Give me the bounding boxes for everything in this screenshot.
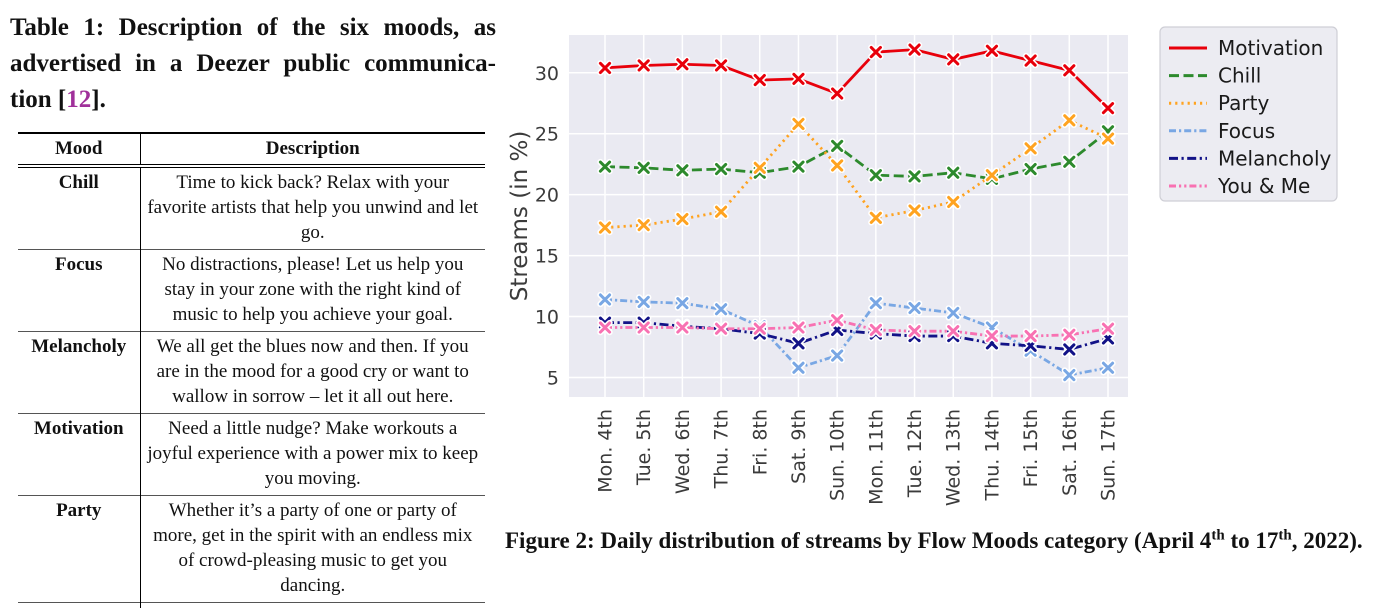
svg-text:Fri. 8th: Fri. 8th — [749, 409, 771, 475]
legend-item-melancholy: Melancholy — [1169, 146, 1332, 170]
table1-title-line3-post: ]. — [91, 86, 106, 113]
plot-area — [569, 35, 1128, 397]
caption-sup: th — [1211, 527, 1225, 544]
svg-text:30: 30 — [535, 63, 559, 85]
legend-item-motivation: Motivation — [1169, 36, 1323, 60]
moods-table: Mood Description Chill Time to kick back… — [18, 132, 485, 608]
svg-text:10: 10 — [535, 307, 559, 329]
svg-text:Thu. 14th: Thu. 14th — [981, 409, 1003, 501]
table-row: Focus No distractions, please! Let us he… — [18, 249, 485, 332]
mood-name: Party — [18, 495, 141, 603]
mood-description: Whether it’s a party of one or party of … — [140, 495, 485, 603]
mood-name: Chill — [18, 166, 141, 250]
series-focus — [597, 291, 1116, 383]
mood-description: Need a little nudge? Make workouts a joy… — [140, 413, 485, 496]
legend-item-you-me: You & Me — [1169, 174, 1310, 198]
svg-text:Melancholy: Melancholy — [1218, 146, 1332, 170]
legend-item-party: Party — [1169, 91, 1269, 115]
legend: Motivation Chill Party Focus Melancholy You &… — [1159, 26, 1338, 202]
mood-name: Melancholy — [18, 331, 141, 414]
svg-text:Wed. 6th: Wed. 6th — [672, 409, 694, 494]
mood-description: No distractions, please! Let us help you… — [140, 249, 485, 332]
y-axis-tick-labels: 5 10 15 20 25 30 — [535, 63, 559, 390]
moods-table-header-row: Mood Description — [18, 133, 485, 168]
x-axis-tick-labels: Mon. 4th Tue. 5th Wed. 6th Thu. 7th Fri. 8th… — [595, 409, 1120, 506]
table1-section: Table 1: Description of the six moods, a… — [10, 10, 496, 608]
table-row: Chill Time to kick back? Relax with your… — [18, 166, 485, 250]
svg-text:Tue. 12th: Tue. 12th — [904, 409, 926, 498]
mood-description: Time to kick back? Relax with your favor… — [147, 172, 479, 243]
table1-title-line1: Table 1: Description of the six moods, a… — [10, 14, 496, 41]
svg-text:Motivation: Motivation — [1218, 36, 1323, 60]
figure2-caption: Figure 2: Daily distribution of streams … — [505, 525, 1377, 556]
series-motivation — [597, 41, 1116, 116]
table-row: Melancholy We all get the blues now and … — [18, 331, 485, 414]
svg-text:You & Me: You & Me — [1217, 174, 1310, 198]
svg-text:Mon. 11th: Mon. 11th — [865, 409, 887, 505]
series-party — [597, 112, 1116, 236]
caption-text: , 2022). — [1291, 528, 1363, 553]
caption-sup: th — [1278, 527, 1292, 544]
svg-text:Party: Party — [1218, 91, 1269, 115]
citation-12-link[interactable]: 12 — [66, 86, 92, 113]
table-row: You & Me Feeling a little frisky? Let us… — [18, 602, 485, 608]
svg-text:15: 15 — [535, 246, 559, 268]
svg-text:20: 20 — [535, 185, 559, 207]
legend-item-focus: Focus — [1169, 119, 1275, 143]
svg-text:25: 25 — [535, 124, 559, 146]
mood-name: You & Me — [18, 602, 141, 608]
y-axis-label: Streams (in %) — [507, 131, 533, 302]
table1-title-line3: tion [12]. — [10, 82, 496, 118]
mood-description: We all get the blues now and then. If yo… — [140, 331, 485, 414]
table-row: Party Whether it’s a party of one or par… — [18, 495, 485, 603]
svg-text:Focus: Focus — [1218, 119, 1275, 143]
column-header-description: Description — [140, 133, 485, 168]
svg-text:Wed. 13th: Wed. 13th — [943, 409, 965, 506]
svg-text:Thu. 7th: Thu. 7th — [711, 409, 733, 489]
svg-text:Chill: Chill — [1218, 64, 1261, 88]
svg-text:Sat. 9th: Sat. 9th — [788, 409, 810, 484]
table1-title-line3-pre: tion [ — [10, 86, 67, 113]
legend-item-chill: Chill — [1169, 64, 1261, 88]
caption-text: Figure 2: Daily distribution of streams … — [505, 528, 1212, 553]
svg-text:Tue. 5th: Tue. 5th — [633, 409, 655, 486]
svg-text:Mon. 4th: Mon. 4th — [595, 409, 617, 493]
column-header-mood: Mood — [18, 133, 141, 168]
svg-text:Sun. 17th: Sun. 17th — [1098, 409, 1120, 501]
table-row: Motivation Need a little nudge? Make wor… — [18, 413, 485, 496]
svg-text:5: 5 — [547, 367, 559, 389]
table1-title: Table 1: Description of the six moods, a… — [10, 10, 496, 118]
caption-text: to 17 — [1224, 528, 1279, 553]
series-you-me — [597, 312, 1116, 344]
figure2-section: 5 10 15 20 25 30 Streams (in %) Mon. 4th Tue. 5t… — [505, 10, 1389, 556]
svg-text:Fri. 15th: Fri. 15th — [1020, 409, 1042, 487]
table1-title-line2: advertised in a Deezer public communica- — [10, 50, 496, 77]
svg-text:Sat. 16th: Sat. 16th — [1059, 409, 1081, 496]
mood-description: Feeling a little frisky? Let us set the … — [140, 602, 485, 608]
mood-name: Focus — [18, 249, 141, 332]
figure2-chart: 5 10 15 20 25 30 Streams (in %) Mon. 4th Tue. 5t… — [507, 26, 1338, 506]
svg-text:Sun. 10th: Sun. 10th — [827, 409, 849, 501]
mood-name: Motivation — [18, 413, 141, 496]
